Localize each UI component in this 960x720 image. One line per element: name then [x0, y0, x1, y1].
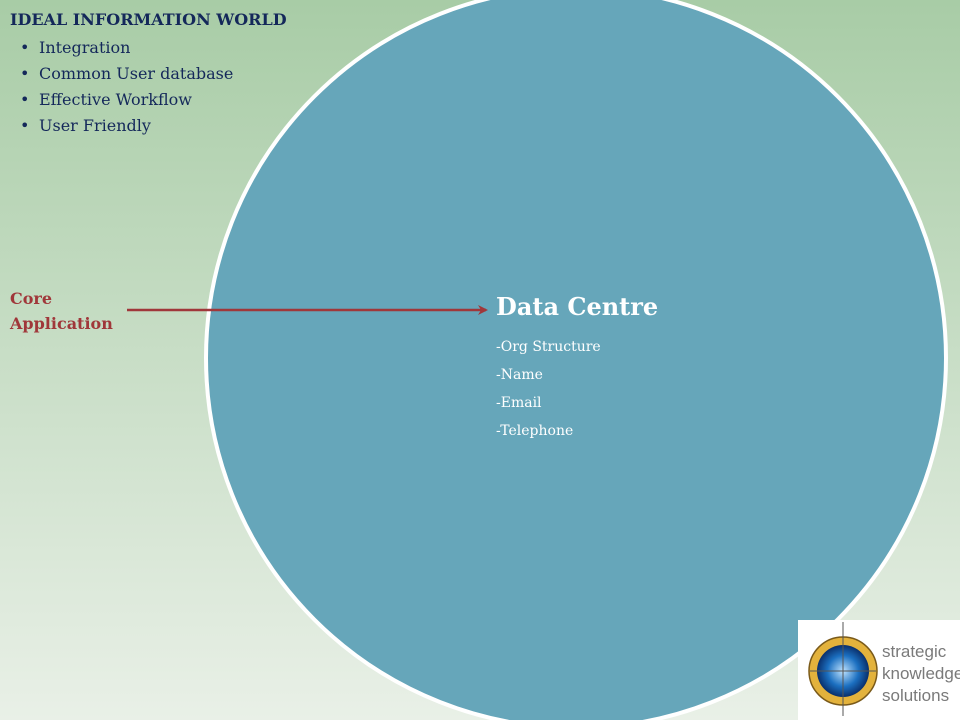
logo-text: solutions	[882, 686, 949, 705]
item: -Name	[496, 367, 543, 383]
logo: strategic knowledge solutions	[798, 620, 960, 720]
bullet: Effective Workflow	[39, 90, 192, 109]
data-centre-items: -Org Structure -Name -Email -Telephone	[496, 339, 601, 439]
bullet-dot: •	[20, 116, 29, 135]
bullet: Common User database	[39, 64, 233, 83]
bullet: Integration	[39, 38, 130, 57]
item: -Telephone	[496, 423, 573, 439]
bullet-dot: •	[20, 64, 29, 83]
logo-text: strategic	[882, 642, 947, 661]
bullet-dot: •	[20, 90, 29, 109]
data-centre-title: Data Centre	[496, 292, 658, 321]
data-centre-circle	[204, 0, 948, 720]
logo-text: knowledge	[882, 664, 960, 683]
item: -Org Structure	[496, 339, 601, 355]
bullet-dot: •	[20, 38, 29, 57]
title: IDEAL INFORMATION WORLD	[10, 10, 287, 29]
core-label: Core	[10, 289, 52, 308]
core-label: Application	[9, 314, 113, 333]
bullet: User Friendly	[39, 116, 151, 135]
item: -Email	[496, 395, 542, 411]
bullet-list: • Integration • Common User database • E…	[20, 38, 233, 135]
